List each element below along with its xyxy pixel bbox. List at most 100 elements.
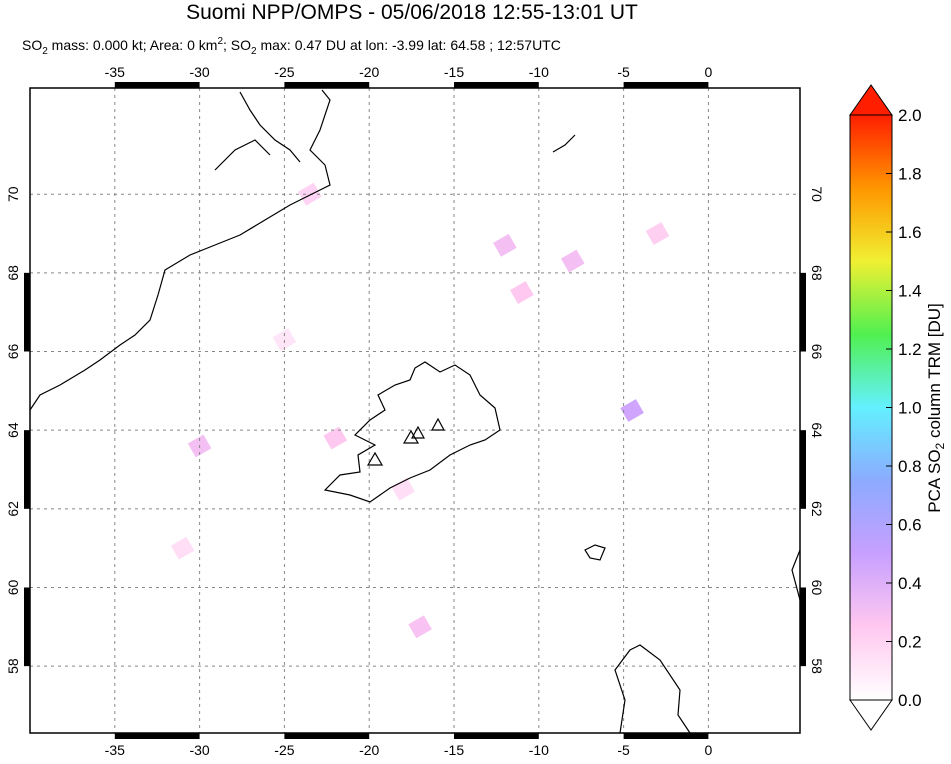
- subtitle-part: 2: [251, 46, 257, 57]
- colorbar-tick-label: 1.4: [898, 282, 922, 301]
- x-tick-label: -5: [617, 742, 630, 758]
- subtitle-part: ; SO: [223, 37, 251, 53]
- volcano: [410, 425, 426, 439]
- frame-bar: [623, 733, 709, 739]
- frame-bar: [623, 82, 709, 88]
- colorbar-label: PCA SO2 column TRM [DU]: [925, 303, 947, 513]
- so2-pixel: [323, 426, 348, 450]
- colorbar-label-part: column TRM [DU]: [925, 303, 944, 443]
- y-tick-label: 70: [5, 186, 21, 202]
- jan-mayen: [552, 134, 576, 153]
- x-tick-label: -25: [274, 742, 294, 758]
- scotland-coast: [614, 644, 691, 734]
- colorbar-top: [849, 84, 893, 116]
- coastlines: [29, 89, 801, 734]
- iceland-coast: [323, 361, 501, 503]
- so2-pixel: [620, 399, 644, 422]
- y-tick-label: 68: [809, 265, 825, 281]
- y-tick-label: 58: [5, 658, 21, 674]
- frame-border: [29, 87, 801, 734]
- colorbar-tick-label: 0.2: [898, 633, 922, 652]
- frame-bar: [24, 430, 30, 509]
- x-tick-label: -10: [529, 742, 549, 758]
- title: Suomi NPP/OMPS - 05/06/2018 12:55-13:01 …: [186, 1, 638, 24]
- colorbar-tick-label: 0.8: [898, 457, 922, 476]
- frame-bar: [24, 587, 30, 667]
- x-tick-label: -20: [359, 64, 379, 80]
- x-tick-label: -15: [444, 742, 464, 758]
- so2-pixel: [408, 615, 432, 639]
- colorbar-tick-label: 1.2: [898, 340, 922, 359]
- x-tick-label: -35: [105, 742, 125, 758]
- frame-bar: [114, 82, 200, 88]
- subtitle-part: 2: [217, 36, 223, 47]
- colorbar-bottom: [849, 699, 893, 731]
- y-tick-label: 60: [809, 580, 825, 596]
- frame-bar: [454, 733, 539, 739]
- x-tick-label: -35: [105, 64, 125, 80]
- so2-pixels: [170, 182, 670, 639]
- y-tick-label: 64: [809, 422, 825, 438]
- y-tick-label: 62: [5, 501, 21, 517]
- volcano: [366, 451, 384, 466]
- subtitle-part: 2: [42, 46, 48, 57]
- subtitle: SO2 mass: 0.000 kt; Area: 0 km2; SO2 max…: [22, 36, 561, 57]
- colorbar-body: [849, 114, 893, 701]
- colorbar-tick-label: 0.6: [898, 516, 922, 535]
- y-tick-label: 68: [5, 265, 21, 281]
- x-tick-label: -30: [189, 64, 209, 80]
- subtitle-part: SO: [22, 37, 42, 53]
- subtitle-part: max: 0.47 DU at lon: -3.99 lat: 64.58 ; …: [257, 37, 561, 53]
- colorbar-label-part: 2: [933, 442, 947, 449]
- colorbar-tick-label: 0.0: [898, 691, 922, 710]
- colorbar-label-part: PCA SO: [925, 449, 944, 512]
- x-tick-label: -30: [189, 742, 209, 758]
- y-tick-label: 60: [5, 579, 21, 595]
- so2-pixel: [272, 328, 297, 352]
- so2-pixel: [298, 182, 322, 206]
- so2-pixel: [560, 249, 585, 273]
- x-tick-label: 0: [705, 64, 713, 80]
- colorbar-tick-label: 2.0: [898, 106, 922, 125]
- so2-pixel: [510, 281, 534, 304]
- frame-bar: [800, 430, 806, 509]
- y-tick-label: 70: [809, 186, 825, 202]
- greenland-coast: [29, 89, 331, 411]
- so2-pixel: [170, 536, 195, 560]
- so2-pixel: [391, 477, 415, 501]
- colorbar-tick-label: 1.6: [898, 223, 922, 242]
- frame-bar: [800, 587, 806, 667]
- subtitle-part: mass: 0.000 kt; Area: 0 km: [48, 37, 218, 53]
- west-edge-coast: [791, 549, 801, 601]
- y-tick-label: 66: [5, 344, 21, 360]
- colorbar-tick-label: 1.0: [898, 399, 922, 418]
- x-tick-label: -10: [529, 64, 549, 80]
- grid: [30, 88, 800, 733]
- colorbar-tick-label: 0.4: [898, 574, 922, 593]
- frame-bar: [24, 272, 30, 352]
- so2-pixel: [493, 233, 517, 257]
- y-tick-label: 64: [5, 422, 21, 438]
- y-tick-label: 62: [809, 501, 825, 517]
- x-tick-label: -15: [444, 64, 464, 80]
- map-frame: [24, 82, 806, 739]
- colorbar: 0.0 0.2 0.4 0.6 0.8 1.0 1.2 1.4 1.6 1.8 2.0 PCA SO2…: [849, 84, 947, 731]
- colorbar-tick-label: 1.8: [898, 165, 922, 184]
- frame-bar: [114, 733, 200, 739]
- frame-bar: [454, 82, 539, 88]
- frame-bar: [284, 82, 370, 88]
- y-tick-label: 58: [809, 658, 825, 674]
- frame-bar: [800, 272, 806, 352]
- faroe-islands: [584, 544, 606, 561]
- volcano: [402, 429, 420, 444]
- axes: -35 -35 -30 -30 -25 -25 -20 -20 -15 -15 -10 -10 -5 -5…: [5, 64, 825, 758]
- x-tick-label: -20: [359, 742, 379, 758]
- volcano: [430, 417, 446, 431]
- x-tick-label: -25: [274, 64, 294, 80]
- x-tick-label: -5: [617, 64, 630, 80]
- so2-pixel: [645, 222, 670, 245]
- volcano-markers: [366, 417, 446, 466]
- x-tick-label: 0: [705, 742, 713, 758]
- y-tick-label: 66: [809, 344, 825, 360]
